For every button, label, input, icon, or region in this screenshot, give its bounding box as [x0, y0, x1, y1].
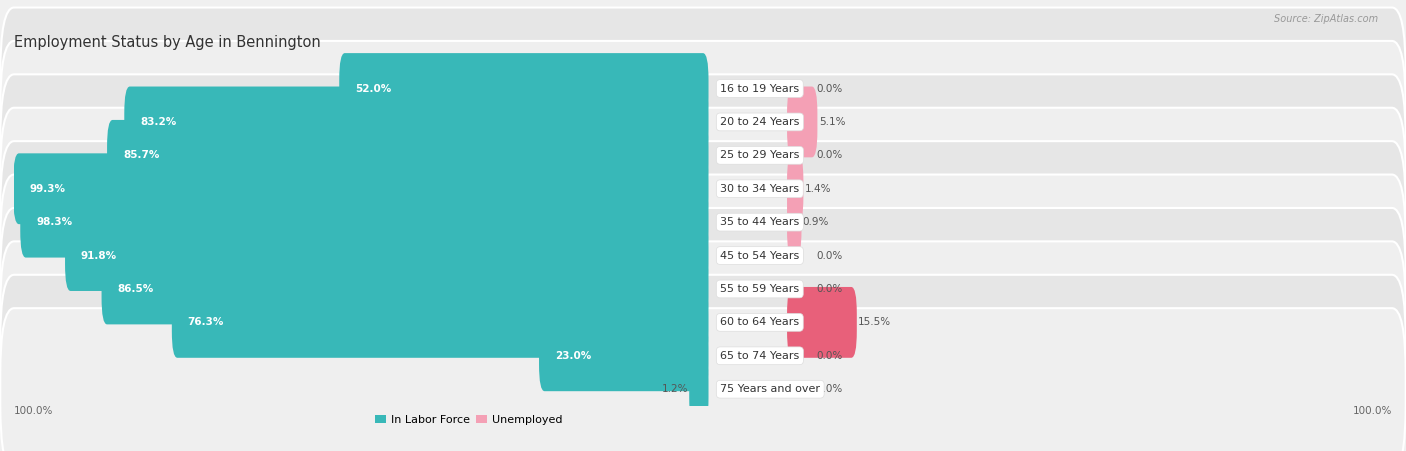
- FancyBboxPatch shape: [0, 175, 1406, 336]
- FancyBboxPatch shape: [101, 253, 709, 324]
- Text: 5.1%: 5.1%: [818, 117, 845, 127]
- Text: 45 to 54 Years: 45 to 54 Years: [720, 251, 800, 261]
- Text: 65 to 74 Years: 65 to 74 Years: [720, 351, 800, 361]
- Text: 99.3%: 99.3%: [30, 184, 65, 194]
- Text: 16 to 19 Years: 16 to 19 Years: [720, 83, 800, 93]
- Text: 35 to 44 Years: 35 to 44 Years: [720, 217, 800, 227]
- FancyBboxPatch shape: [14, 153, 709, 224]
- Text: 98.3%: 98.3%: [37, 217, 72, 227]
- FancyBboxPatch shape: [65, 220, 709, 291]
- Text: Source: ZipAtlas.com: Source: ZipAtlas.com: [1274, 14, 1378, 23]
- Text: 15.5%: 15.5%: [858, 318, 891, 327]
- FancyBboxPatch shape: [20, 187, 709, 258]
- FancyBboxPatch shape: [0, 308, 1406, 451]
- Text: 23.0%: 23.0%: [555, 351, 591, 361]
- Text: 25 to 29 Years: 25 to 29 Years: [720, 150, 800, 161]
- Text: 0.0%: 0.0%: [817, 251, 844, 261]
- FancyBboxPatch shape: [787, 153, 803, 224]
- FancyBboxPatch shape: [0, 8, 1406, 170]
- Text: 0.0%: 0.0%: [817, 83, 844, 93]
- FancyBboxPatch shape: [0, 141, 1406, 303]
- FancyBboxPatch shape: [787, 87, 817, 157]
- Text: 100.0%: 100.0%: [1353, 406, 1392, 416]
- Text: 0.0%: 0.0%: [817, 384, 844, 394]
- FancyBboxPatch shape: [0, 108, 1406, 270]
- Text: 0.0%: 0.0%: [817, 351, 844, 361]
- Text: 91.8%: 91.8%: [82, 251, 117, 261]
- Text: 55 to 59 Years: 55 to 59 Years: [720, 284, 800, 294]
- FancyBboxPatch shape: [0, 208, 1406, 370]
- FancyBboxPatch shape: [0, 41, 1406, 203]
- FancyBboxPatch shape: [787, 287, 856, 358]
- Text: 85.7%: 85.7%: [122, 150, 159, 161]
- Text: 83.2%: 83.2%: [141, 117, 176, 127]
- Text: 86.5%: 86.5%: [117, 284, 153, 294]
- Text: 76.3%: 76.3%: [187, 318, 224, 327]
- FancyBboxPatch shape: [689, 354, 709, 424]
- FancyBboxPatch shape: [0, 275, 1406, 437]
- Text: 20 to 24 Years: 20 to 24 Years: [720, 117, 800, 127]
- Text: 1.4%: 1.4%: [804, 184, 831, 194]
- FancyBboxPatch shape: [339, 53, 709, 124]
- FancyBboxPatch shape: [538, 320, 709, 391]
- FancyBboxPatch shape: [787, 187, 801, 258]
- Text: 52.0%: 52.0%: [356, 83, 391, 93]
- FancyBboxPatch shape: [107, 120, 709, 191]
- FancyBboxPatch shape: [124, 87, 709, 157]
- Text: 75 Years and over: 75 Years and over: [720, 384, 820, 394]
- Text: 1.2%: 1.2%: [661, 384, 688, 394]
- Text: 30 to 34 Years: 30 to 34 Years: [720, 184, 800, 194]
- Text: 0.9%: 0.9%: [803, 217, 830, 227]
- FancyBboxPatch shape: [0, 241, 1406, 403]
- Text: 0.0%: 0.0%: [817, 284, 844, 294]
- Text: 100.0%: 100.0%: [14, 406, 53, 416]
- Text: 60 to 64 Years: 60 to 64 Years: [720, 318, 800, 327]
- FancyBboxPatch shape: [0, 74, 1406, 236]
- Text: 0.0%: 0.0%: [817, 150, 844, 161]
- Legend: In Labor Force, Unemployed: In Labor Force, Unemployed: [371, 410, 567, 429]
- FancyBboxPatch shape: [172, 287, 709, 358]
- Text: Employment Status by Age in Bennington: Employment Status by Age in Bennington: [14, 35, 321, 50]
